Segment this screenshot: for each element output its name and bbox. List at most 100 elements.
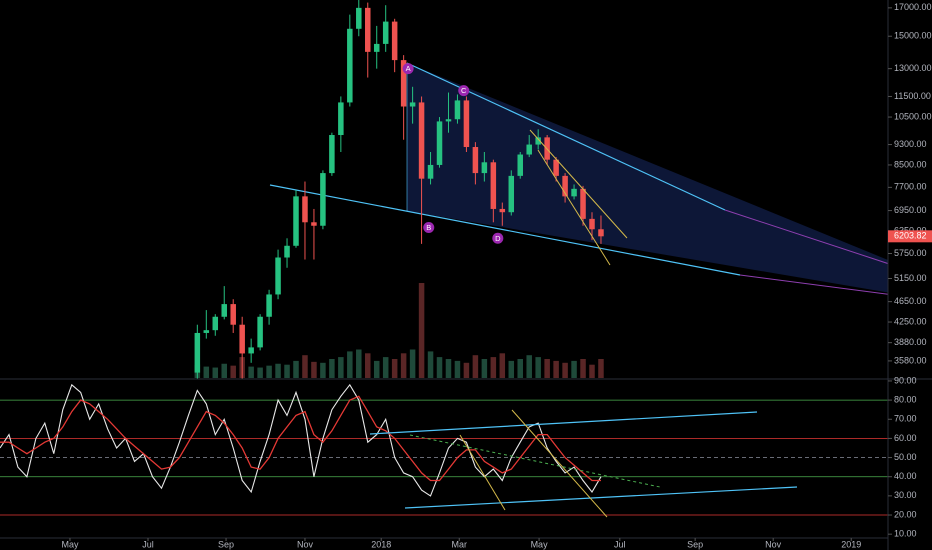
y-tick-label: 17000.00 [894, 2, 932, 12]
y-tick-label: 40.00 [894, 471, 917, 481]
trend-line [269, 184, 741, 276]
y-tick-label: 50.00 [894, 452, 917, 462]
candle-body [436, 121, 443, 165]
candle-body [463, 100, 470, 148]
y-tick-label: 15000.00 [894, 31, 932, 41]
x-tick-label: Jul [142, 539, 154, 549]
candle-body [194, 332, 201, 373]
volume-bar [347, 351, 353, 378]
volume-bar [329, 359, 335, 378]
candle-body [203, 330, 210, 333]
annotation-label: B [426, 223, 431, 232]
y-tick-label: 3880.00 [894, 337, 927, 347]
candle-body [409, 102, 416, 107]
trend-extension [739, 274, 888, 295]
volume-bar [436, 357, 443, 378]
y-tick-label: 11500.00 [894, 91, 931, 101]
last-price-label: 6203.82 [894, 231, 927, 241]
last-price-tag [888, 230, 932, 243]
candle-body [302, 196, 308, 223]
x-tick-label: May [61, 539, 79, 549]
candle-body [266, 294, 272, 317]
rsi-dashed-line [409, 434, 661, 488]
y-tick-label: 3580.00 [894, 355, 927, 365]
volume-bar [463, 362, 470, 378]
candle-body [553, 159, 559, 176]
candle-body [275, 257, 281, 295]
candle-body [248, 347, 254, 354]
annotation-label: D [495, 234, 501, 243]
volume-bar [203, 366, 210, 378]
volume-bar [320, 362, 326, 378]
volume-bar [544, 359, 550, 378]
volume-bar [427, 351, 434, 378]
candle-body [391, 21, 398, 61]
x-tick-label: May [531, 539, 549, 549]
y-tick-label: 5150.00 [894, 273, 927, 283]
y-tick-label: 10.00 [894, 529, 917, 539]
volume-bar [391, 359, 398, 378]
y-tick-label: 90.00 [894, 375, 917, 385]
candle-body [535, 137, 541, 145]
y-tick-label: 8500.00 [894, 159, 927, 169]
candle-body [230, 304, 236, 325]
candle-body [257, 316, 263, 348]
drawings [369, 129, 798, 518]
candle-body [338, 102, 344, 136]
y-tick-label: 9300.00 [894, 139, 927, 149]
triangle-fill [407, 63, 888, 293]
rsi-pane [0, 383, 888, 516]
volume-bar [275, 363, 281, 378]
volume-bar [221, 363, 227, 378]
volume-bar [293, 360, 299, 378]
volume-bar [580, 359, 586, 378]
rsi-line [0, 383, 602, 497]
volume-bar [481, 359, 488, 378]
y-tick-label: 60.00 [894, 433, 917, 443]
x-tick-label: 2019 [841, 539, 861, 549]
candle-body [320, 173, 326, 226]
candle-body [454, 100, 461, 120]
volume-bar [526, 355, 532, 378]
candle-body [508, 175, 515, 213]
volume-bar [230, 365, 236, 378]
volume-bar [490, 357, 497, 378]
volume-bar [589, 364, 595, 378]
candle-body [571, 188, 577, 197]
volume-bar [365, 353, 371, 378]
candle-body [481, 162, 488, 174]
candle-body [221, 304, 227, 317]
candle-body [329, 135, 335, 174]
y-tick-label: 4650.00 [894, 296, 927, 306]
candle-body [373, 43, 380, 52]
annotation-marker [402, 63, 414, 75]
volume-bar [212, 367, 219, 378]
x-tick-label: Sep [218, 539, 234, 549]
candle-body [382, 21, 389, 44]
annotation-label: A [406, 64, 411, 73]
candle-body [212, 316, 219, 331]
y-tick-label: 5750.00 [894, 248, 927, 258]
candle-body [580, 188, 586, 219]
candle-body [347, 28, 353, 103]
annotation-marker [458, 85, 470, 97]
volume-bar [266, 365, 272, 378]
candle-body [490, 162, 497, 209]
volume-bar [598, 359, 604, 378]
volume-bar [284, 364, 290, 378]
candle-body [562, 175, 568, 197]
y-tick-label: 4250.00 [894, 316, 927, 326]
candle-body [598, 229, 604, 237]
y-tick-label: 80.00 [894, 394, 917, 404]
candle-body [311, 222, 317, 226]
volume-bar [508, 360, 515, 378]
candle-body [365, 7, 371, 52]
y-tick-label: 10500.00 [894, 111, 932, 121]
x-tick-label: Nov [765, 539, 782, 549]
rsi-line [0, 395, 601, 482]
candle-body [445, 119, 452, 122]
candle-body [472, 147, 479, 174]
volume-bar [562, 362, 568, 378]
x-tick-label: Sep [687, 539, 703, 549]
y-tick-label: 30.00 [894, 490, 917, 500]
